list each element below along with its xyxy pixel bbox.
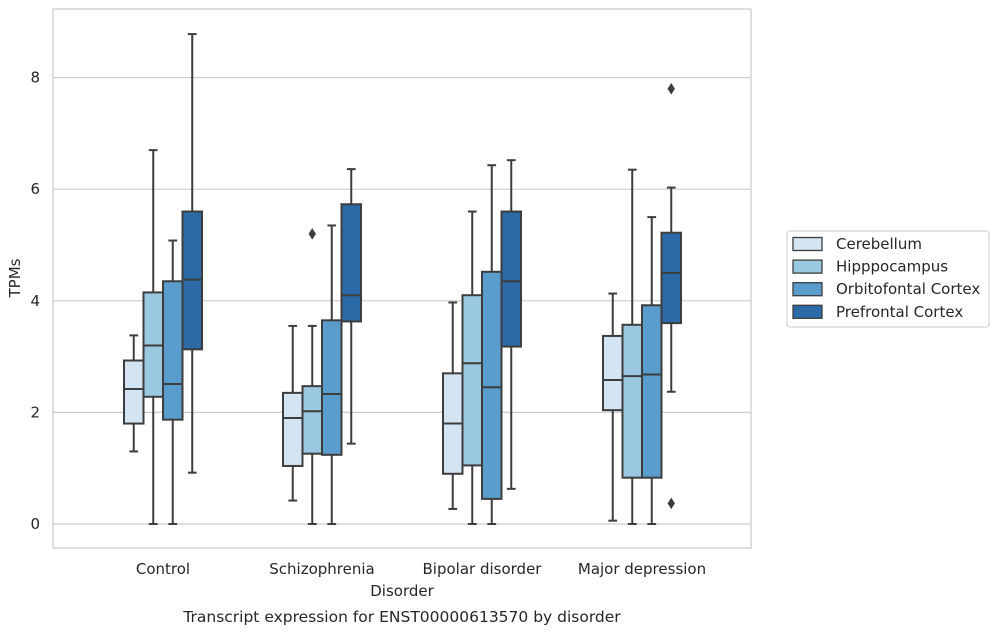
x-tick-labels: Control Schizophrenia Bipolar disorder Majo…: [136, 560, 706, 578]
box-2-3: [641, 216, 663, 525]
legend-swatch: [792, 236, 823, 252]
box-iqr: [162, 280, 184, 421]
box-iqr: [123, 359, 145, 425]
legend: Cerebellum Hipppocampus Orbitofontal Corte…: [786, 230, 990, 328]
box-iqr: [500, 210, 522, 348]
legend-label: Cerebellum: [836, 235, 922, 253]
y-tick-label: 0: [30, 515, 40, 533]
box-iqr: [282, 391, 304, 467]
box-iqr: [340, 203, 362, 323]
x-tick-label: Major depression: [578, 560, 706, 578]
box-0-0: [123, 334, 145, 453]
box-series: [123, 33, 682, 525]
y-tick-label: 4: [30, 292, 40, 310]
box-iqr: [660, 231, 682, 325]
box-iqr: [481, 270, 503, 500]
box-1-3: [621, 168, 643, 525]
box-iqr: [301, 385, 323, 455]
box-3-2: [500, 159, 522, 490]
legend-swatch: [792, 304, 823, 319]
box-iqr: [321, 319, 343, 456]
legend-label: Orbitofontal Cortex: [836, 280, 980, 298]
box-1-1: [301, 228, 323, 525]
legend-frame: [786, 230, 990, 328]
y-axis-label: TPMs: [6, 258, 24, 298]
box-2-0: [162, 239, 184, 525]
legend-swatch: [792, 282, 823, 297]
x-tick-label: Control: [136, 560, 190, 578]
box-2-1: [321, 224, 343, 525]
box-iqr: [461, 294, 483, 467]
y-tick-label: 2: [30, 403, 40, 421]
legend-swatch: [792, 259, 823, 274]
box-iqr: [602, 334, 624, 412]
box-3-1: [340, 168, 362, 445]
box-iqr: [641, 304, 663, 479]
y-tick-label: 6: [30, 180, 40, 198]
outlier-point: [667, 83, 675, 95]
box-0-1: [282, 324, 304, 502]
x-tick-label: Schizophrenia: [269, 560, 374, 578]
chart-caption: Transcript expression for ENST0000061357…: [182, 608, 621, 626]
legend-label: Prefrontal Cortex: [836, 303, 963, 321]
x-tick-label: Bipolar disorder: [423, 560, 543, 578]
outlier-point: [667, 497, 675, 510]
box-0-3: [602, 292, 624, 522]
plot-frame: [52, 8, 752, 549]
outlier-point: [308, 228, 316, 240]
box-3-0: [181, 33, 203, 474]
box-1-0: [142, 149, 164, 525]
box-3-3: [660, 83, 682, 510]
y-tick-labels: 0 2 4 6 8: [30, 69, 40, 533]
box-iqr: [621, 323, 643, 479]
legend-label: Hipppocampus: [836, 258, 948, 276]
box-2-2: [481, 164, 503, 525]
x-axis-label: Disorder: [370, 582, 434, 600]
y-tick-label: 8: [30, 69, 40, 87]
